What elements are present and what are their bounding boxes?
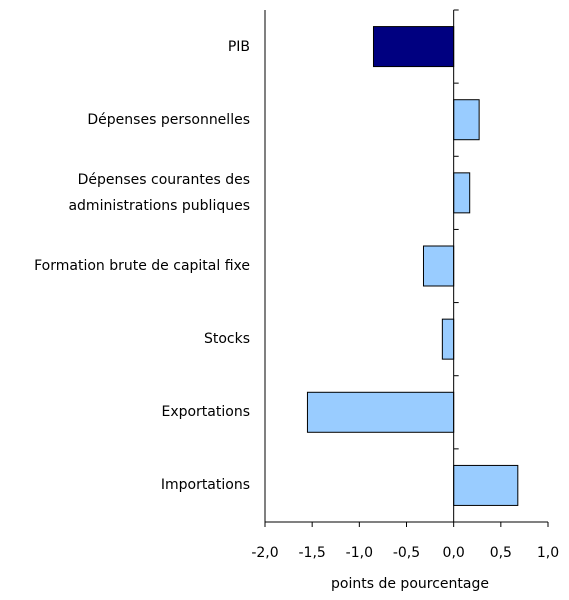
x-tick-label: -0,5 [393, 545, 420, 561]
y-tick-label: Dépenses courantes des administrations p… [68, 171, 250, 214]
x-tick-label: 0,0 [443, 545, 465, 561]
bar [453, 99, 480, 141]
bar [422, 245, 455, 287]
x-axis-title: points de pourcentage [331, 576, 489, 592]
x-tick-label: -1,5 [299, 545, 326, 561]
y-tick-label: Stocks [203, 331, 250, 348]
x-tick-label: 1,0 [537, 545, 559, 561]
x-tick-label: -2,0 [251, 545, 278, 561]
x-tick-label: 0,5 [490, 545, 512, 561]
y-tick-label: Formation brute de capital fixe [34, 258, 250, 274]
bar [372, 26, 455, 68]
x-tick-label: -1,0 [346, 545, 373, 561]
bar [306, 391, 455, 433]
y-tick-label: PIB [227, 38, 250, 55]
y-tick-label: Importations [160, 477, 250, 494]
y-tick-label: Dépenses personnelles [87, 111, 250, 128]
y-tick-label: Exportations [161, 404, 250, 421]
bar [441, 318, 455, 360]
bar [453, 464, 519, 506]
bar [453, 172, 471, 214]
